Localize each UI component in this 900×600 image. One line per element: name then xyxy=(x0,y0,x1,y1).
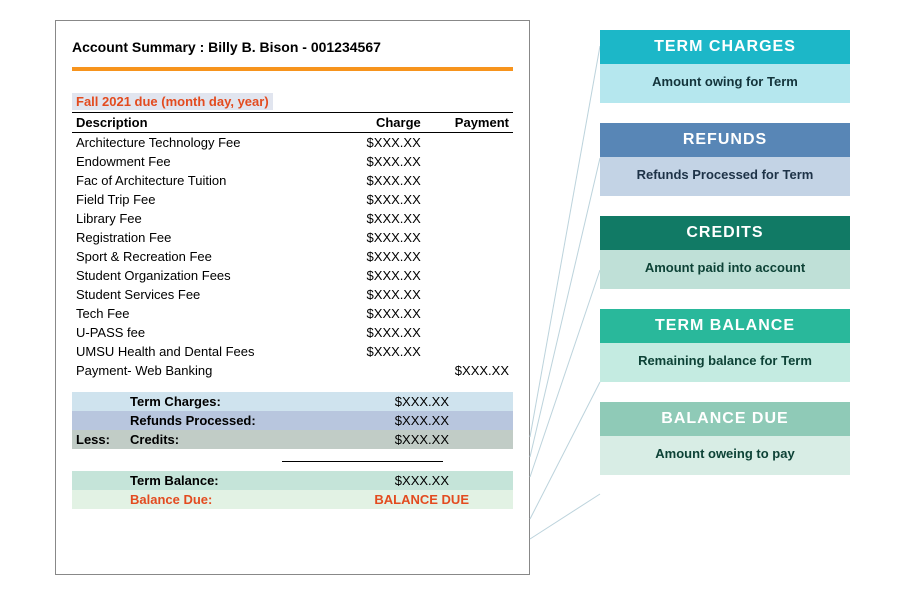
legend-credits: CREDITS Amount paid into account xyxy=(600,216,850,289)
item-payment xyxy=(425,152,513,171)
item-payment xyxy=(425,209,513,228)
item-charge: $XXX.XX xyxy=(337,266,425,285)
summary-credits-value: $XXX.XX xyxy=(310,432,509,447)
table-row: Architecture Technology Fee$XXX.XX xyxy=(72,133,513,153)
legend-term-charges: TERM CHARGES Amount owing for Term xyxy=(600,30,850,103)
summary-balance-due: Balance Due: BALANCE DUE xyxy=(72,490,513,509)
line-items-table: Description Charge Payment Architecture … xyxy=(72,112,513,380)
item-charge: $XXX.XX xyxy=(337,304,425,323)
table-row: U-PASS fee$XXX.XX xyxy=(72,323,513,342)
item-charge: $XXX.XX xyxy=(337,247,425,266)
summary-credits-label: Credits: xyxy=(130,432,310,447)
summary-refunds-value: $XXX.XX xyxy=(310,413,509,428)
summary-term-balance-label: Term Balance: xyxy=(130,473,310,488)
due-line: Fall 2021 due (month day, year) xyxy=(72,93,273,110)
summary-term-charges-label: Term Charges: xyxy=(130,394,310,409)
legend-term-balance: TERM BALANCE Remaining balance for Term xyxy=(600,309,850,382)
table-row: UMSU Health and Dental Fees$XXX.XX xyxy=(72,342,513,361)
legend-refunds-sub: Refunds Processed for Term xyxy=(600,157,850,196)
item-payment xyxy=(425,247,513,266)
item-payment xyxy=(425,266,513,285)
legend-term-charges-title: TERM CHARGES xyxy=(600,30,850,64)
legend-term-charges-sub: Amount owing for Term xyxy=(600,64,850,103)
item-description: Registration Fee xyxy=(72,228,337,247)
summary-credits: Less: Credits: $XXX.XX xyxy=(72,430,513,449)
summary-block: Term Charges: $XXX.XX Refunds Processed:… xyxy=(72,392,513,509)
item-description: Field Trip Fee xyxy=(72,190,337,209)
table-row: Field Trip Fee$XXX.XX xyxy=(72,190,513,209)
legend-balance-due: BALANCE DUE Amount oweing to pay xyxy=(600,402,850,475)
item-charge: $XXX.XX xyxy=(337,209,425,228)
table-row: Tech Fee$XXX.XX xyxy=(72,304,513,323)
table-row: Fac of Architecture Tuition$XXX.XX xyxy=(72,171,513,190)
table-row: Library Fee$XXX.XX xyxy=(72,209,513,228)
item-charge: $XXX.XX xyxy=(337,323,425,342)
item-payment xyxy=(425,304,513,323)
item-charge: $XXX.XX xyxy=(337,190,425,209)
table-row: Sport & Recreation Fee$XXX.XX xyxy=(72,247,513,266)
col-payment: Payment xyxy=(425,113,513,133)
item-charge: $XXX.XX xyxy=(337,171,425,190)
item-payment xyxy=(425,285,513,304)
item-description: Sport & Recreation Fee xyxy=(72,247,337,266)
legend-balance-due-sub: Amount oweing to pay xyxy=(600,436,850,475)
item-payment xyxy=(425,190,513,209)
summary-balance-due-value: BALANCE DUE xyxy=(310,492,509,507)
divider-orange xyxy=(72,67,513,71)
item-charge: $XXX.XX xyxy=(337,285,425,304)
item-description: Tech Fee xyxy=(72,304,337,323)
item-description: Student Organization Fees xyxy=(72,266,337,285)
summary-balance-due-label: Balance Due: xyxy=(130,492,310,507)
summary-refunds-label: Refunds Processed: xyxy=(130,413,310,428)
item-payment xyxy=(425,171,513,190)
item-description: Endowment Fee xyxy=(72,152,337,171)
item-description: Fac of Architecture Tuition xyxy=(72,171,337,190)
legend-term-balance-sub: Remaining balance for Term xyxy=(600,343,850,382)
summary-refunds: Refunds Processed: $XXX.XX xyxy=(72,411,513,430)
item-payment xyxy=(425,342,513,361)
item-description: UMSU Health and Dental Fees xyxy=(72,342,337,361)
item-payment xyxy=(425,133,513,153)
table-row: Student Organization Fees$XXX.XX xyxy=(72,266,513,285)
item-payment: $XXX.XX xyxy=(425,361,513,380)
table-header-row: Description Charge Payment xyxy=(72,113,513,133)
legend-term-balance-title: TERM BALANCE xyxy=(600,309,850,343)
summary-term-charges-value: $XXX.XX xyxy=(310,394,509,409)
legend-credits-title: CREDITS xyxy=(600,216,850,250)
summary-spacer xyxy=(72,449,513,469)
item-payment xyxy=(425,323,513,342)
table-row: Payment- Web Banking $XXX.XX xyxy=(72,361,513,380)
item-charge: $XXX.XX xyxy=(337,228,425,247)
table-row: Registration Fee$XXX.XX xyxy=(72,228,513,247)
summary-term-balance-value: $XXX.XX xyxy=(310,473,509,488)
legend-balance-due-title: BALANCE DUE xyxy=(600,402,850,436)
summary-term-charges: Term Charges: $XXX.XX xyxy=(72,392,513,411)
legend-refunds-title: REFUNDS xyxy=(600,123,850,157)
item-charge: $XXX.XX xyxy=(337,133,425,153)
summary-term-balance: Term Balance: $XXX.XX xyxy=(72,471,513,490)
legend: TERM CHARGES Amount owing for Term REFUN… xyxy=(600,30,850,495)
account-title: Account Summary : Billy B. Bison - 00123… xyxy=(72,39,513,55)
table-row: Student Services Fee$XXX.XX xyxy=(72,285,513,304)
item-charge xyxy=(337,361,425,380)
item-payment xyxy=(425,228,513,247)
summary-less-label: Less: xyxy=(76,432,130,447)
item-charge: $XXX.XX xyxy=(337,342,425,361)
item-charge: $XXX.XX xyxy=(337,152,425,171)
item-description: Library Fee xyxy=(72,209,337,228)
item-description: Architecture Technology Fee xyxy=(72,133,337,153)
item-description: Payment- Web Banking xyxy=(72,361,337,380)
col-description: Description xyxy=(72,113,337,133)
col-charge: Charge xyxy=(337,113,425,133)
account-statement: Account Summary : Billy B. Bison - 00123… xyxy=(55,20,530,575)
item-description: Student Services Fee xyxy=(72,285,337,304)
legend-refunds: REFUNDS Refunds Processed for Term xyxy=(600,123,850,196)
item-description: U-PASS fee xyxy=(72,323,337,342)
legend-credits-sub: Amount paid into account xyxy=(600,250,850,289)
table-row: Endowment Fee$XXX.XX xyxy=(72,152,513,171)
